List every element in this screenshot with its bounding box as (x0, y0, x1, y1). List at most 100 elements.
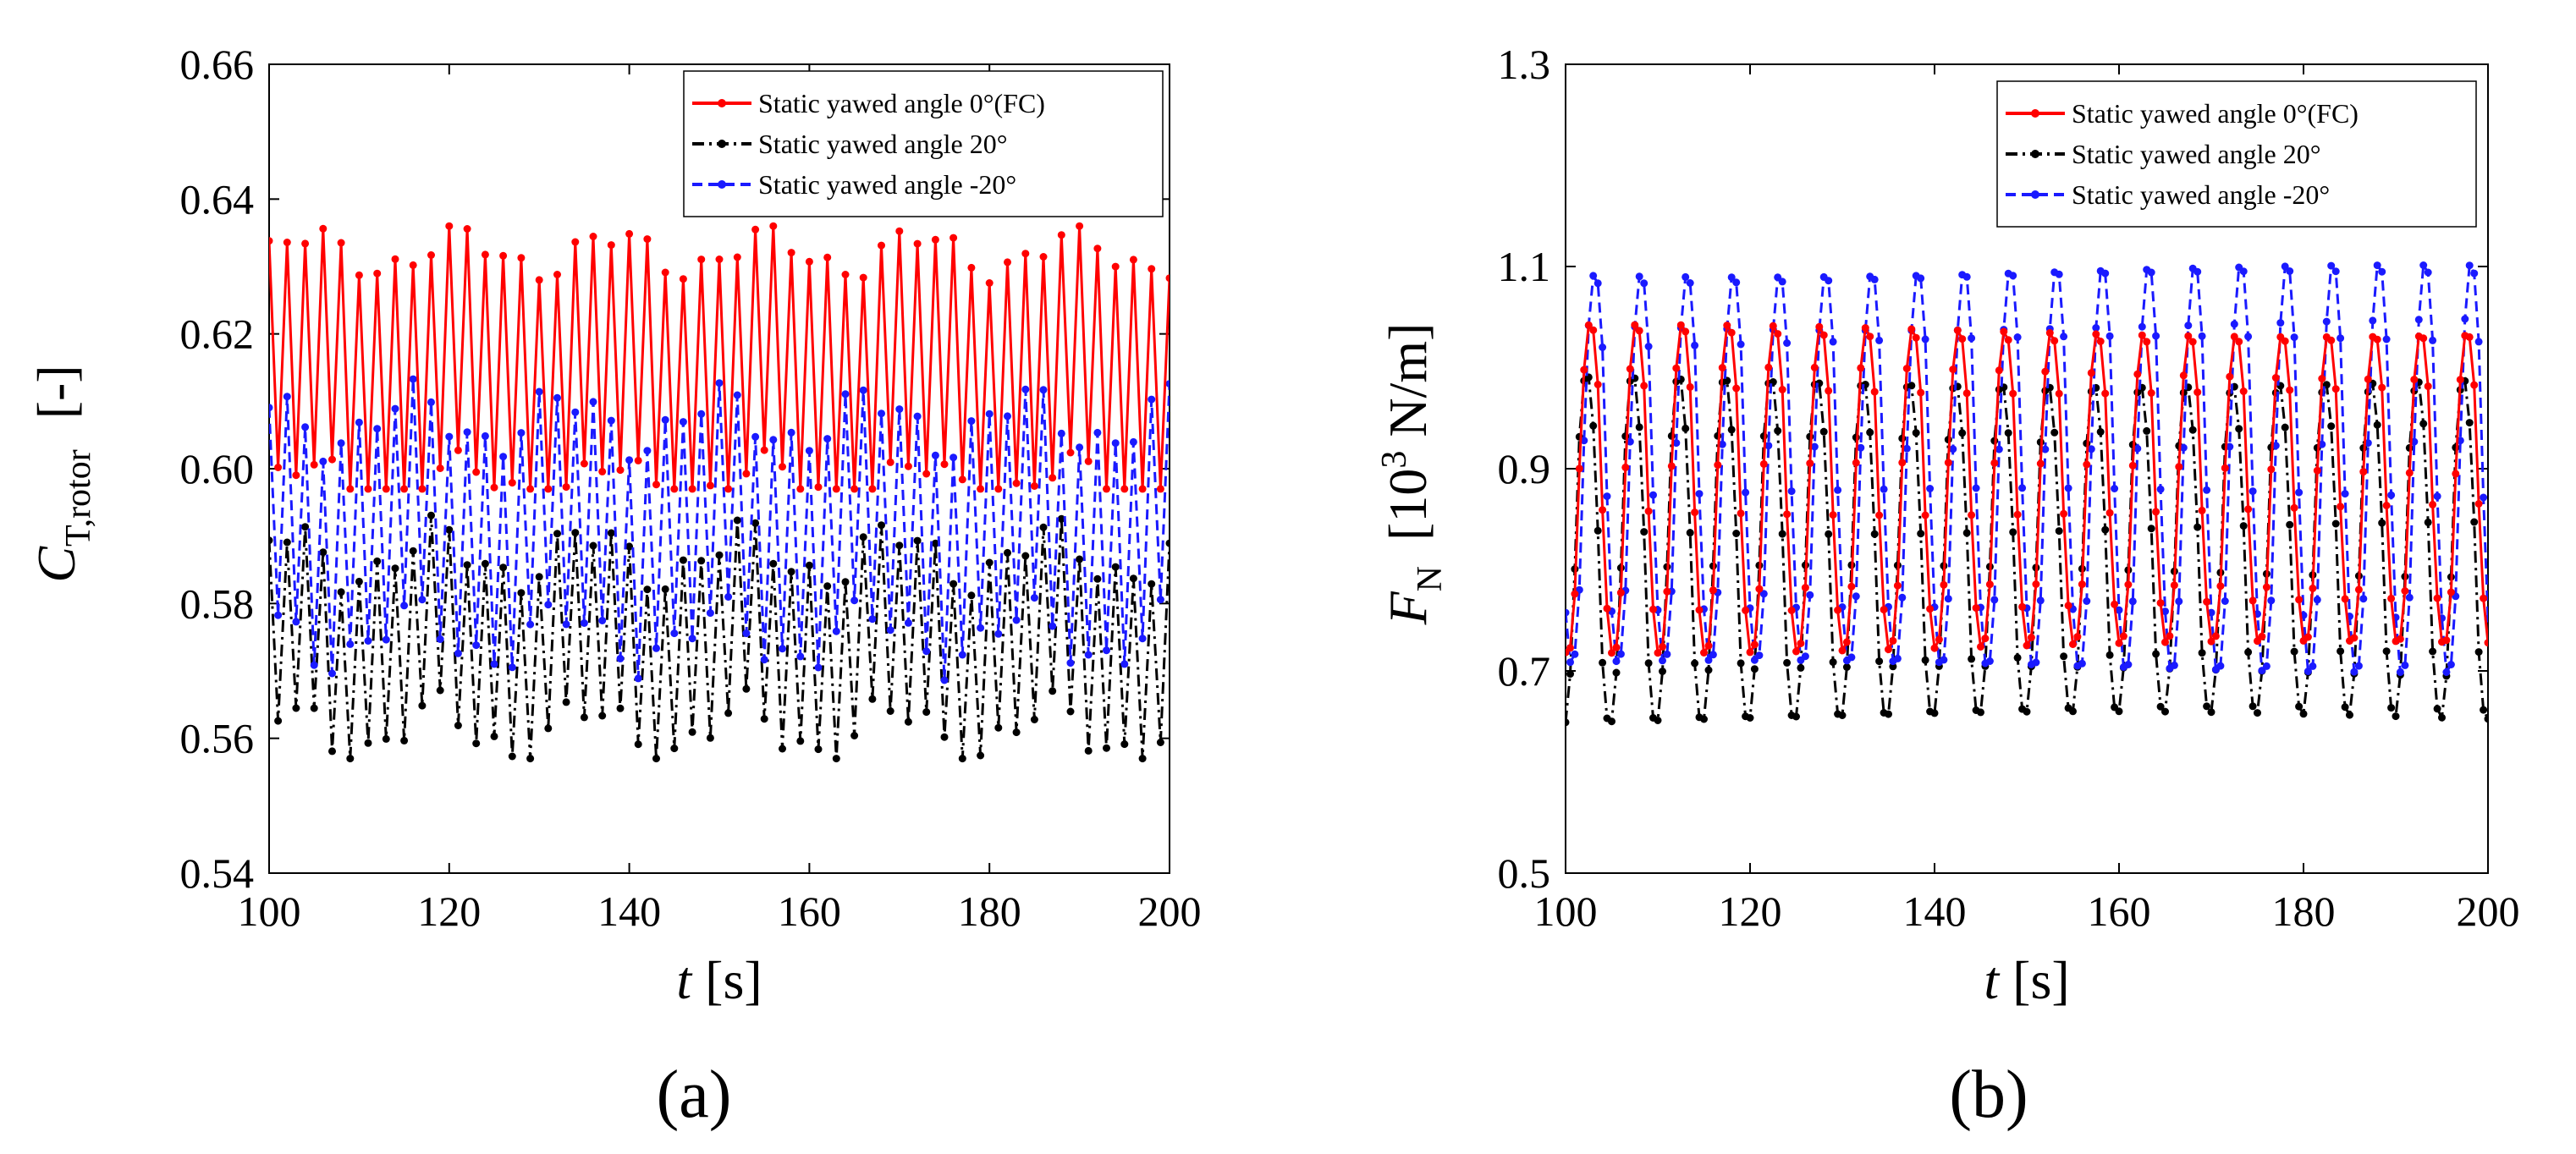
x-tick-label: 120 (417, 887, 481, 935)
data-point (2198, 649, 2206, 657)
data-point (2401, 587, 2409, 595)
data-point (1847, 653, 1856, 662)
data-point (2378, 383, 2386, 392)
data-point (1880, 485, 1888, 493)
data-point (1659, 642, 1666, 651)
data-point (688, 728, 696, 736)
data-point (1834, 486, 1842, 494)
data-point (1880, 606, 1888, 614)
data-point (715, 256, 724, 263)
data-point (2000, 327, 2008, 336)
data-point (1138, 755, 1147, 763)
data-point (850, 596, 859, 605)
data-point (805, 257, 813, 266)
data-point (2350, 634, 2359, 642)
data-point (2262, 583, 2271, 591)
data-point (1580, 437, 1588, 445)
data-point (436, 464, 444, 472)
data-point (1875, 657, 1884, 666)
data-point (364, 637, 372, 645)
data-point (1981, 635, 1990, 643)
data-point (319, 457, 328, 465)
data-point (1940, 656, 1948, 664)
data-point (1972, 604, 1980, 613)
data-point (2175, 597, 2183, 606)
data-point (517, 429, 526, 437)
legend-a-label-1: Static yawed angle 0°(FC) (758, 88, 1045, 118)
data-point (1902, 444, 1911, 453)
data-point (1709, 586, 1717, 595)
data-point (1103, 485, 1110, 493)
data-point (544, 601, 553, 609)
data-point (940, 676, 949, 684)
data-point (2041, 367, 2050, 376)
data-point (283, 239, 291, 246)
data-point (1750, 640, 1759, 649)
data-point (1691, 341, 1699, 349)
svg-text:FN[103 N/m]: FN [103 N/m] (1375, 323, 1450, 626)
data-point (2004, 336, 2012, 344)
data-point (1039, 386, 1048, 394)
data-point (2474, 500, 2483, 508)
data-point (2115, 639, 2123, 647)
data-point (1778, 278, 1786, 286)
data-point (2143, 426, 2151, 435)
data-point (1810, 442, 1819, 451)
data-point (355, 418, 363, 426)
data-point (571, 238, 580, 246)
data-point (706, 481, 714, 490)
data-point (652, 755, 660, 763)
data-point (2050, 428, 2059, 437)
data-point (1593, 279, 1602, 288)
data-point (1852, 459, 1860, 467)
data-point (931, 235, 939, 244)
data-point (607, 241, 615, 250)
data-point (2286, 267, 2294, 275)
data-point (562, 620, 570, 629)
data-point (2152, 332, 2160, 340)
data-point (418, 485, 427, 493)
data-point (2170, 581, 2178, 590)
data-point (1944, 459, 1952, 467)
data-point (2211, 632, 2220, 640)
data-point (1165, 539, 1170, 547)
legend-b-label-3: Static yawed angle -20° (2072, 179, 2330, 210)
y-label-b-main: F (1378, 591, 1438, 625)
data-point (364, 739, 372, 747)
data-point (779, 745, 786, 753)
data-point (589, 398, 597, 406)
data-point (2290, 333, 2298, 342)
data-point (1907, 325, 1916, 333)
data-point (454, 446, 462, 454)
data-point (2419, 261, 2428, 269)
data-point (2304, 668, 2312, 675)
data-point (526, 755, 535, 763)
data-point (823, 582, 832, 591)
data-point (517, 589, 526, 597)
data-point (670, 485, 679, 493)
data-point (2295, 596, 2304, 604)
data-point (2313, 466, 2321, 475)
series-line-1 (1566, 375, 2488, 724)
data-point (2193, 388, 2202, 397)
data-point (553, 393, 561, 402)
data-point (931, 539, 939, 547)
data-point (2101, 269, 2110, 278)
data-point (724, 593, 733, 601)
data-point (1654, 717, 1662, 724)
data-point (2337, 503, 2345, 511)
y-tick-label: 0.58 (180, 580, 255, 627)
data-point (1030, 594, 1038, 602)
data-point (787, 249, 795, 257)
data-point (814, 663, 823, 672)
data-point (1691, 659, 1699, 668)
y-tick-label: 0.62 (180, 310, 255, 358)
data-point (1861, 324, 1869, 332)
data-point (2096, 428, 2105, 436)
data-point (2337, 647, 2345, 656)
data-point (319, 224, 328, 233)
data-point (1635, 272, 1643, 281)
data-point (1093, 428, 1102, 437)
data-point (940, 733, 949, 741)
data-point (805, 561, 813, 569)
